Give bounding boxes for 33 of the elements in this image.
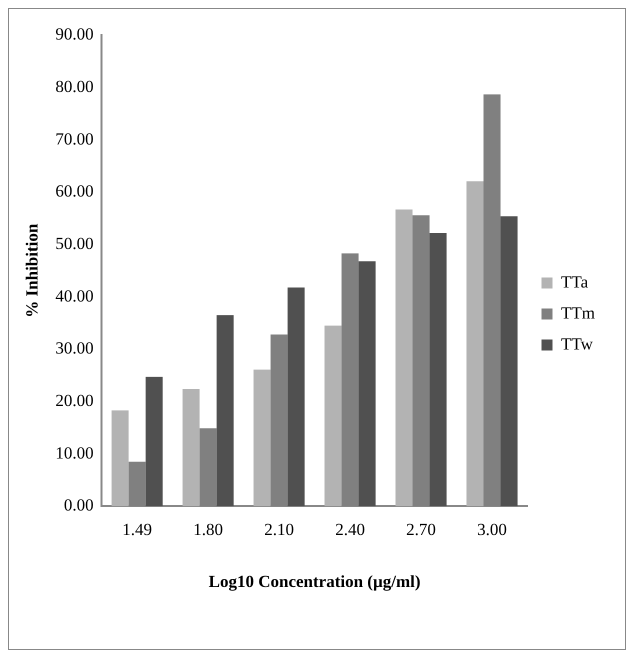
y-tick-label: 10.00 xyxy=(55,443,94,462)
y-tick-label: 20.00 xyxy=(55,391,94,410)
bar xyxy=(182,388,200,506)
bar xyxy=(146,376,163,506)
y-tick-label: 0.00 xyxy=(64,496,94,515)
bar xyxy=(324,326,342,506)
bar xyxy=(430,233,447,506)
y-axis-title: % Inhibition xyxy=(22,223,42,318)
legend-label: TTa xyxy=(561,272,589,292)
bar xyxy=(254,370,271,506)
bar xyxy=(500,216,518,506)
x-tick-label: 2.70 xyxy=(406,520,436,539)
y-tick-label: 70.00 xyxy=(55,129,94,148)
bar xyxy=(466,181,484,506)
y-tick-label: 90.00 xyxy=(55,24,94,44)
x-tick-label: 3.00 xyxy=(477,520,507,539)
bar xyxy=(358,261,376,506)
y-tick-label: 30.00 xyxy=(55,338,94,358)
y-tick-label: 40.00 xyxy=(55,286,94,306)
x-tick-label: 1.49 xyxy=(122,520,152,539)
y-tick-label: 50.00 xyxy=(55,234,94,253)
y-tick-label: 60.00 xyxy=(55,182,94,201)
bar xyxy=(216,315,234,506)
x-axis-title: Log10 Concentration (µg/ml) xyxy=(208,572,421,592)
x-tick-label: 2.10 xyxy=(264,520,294,539)
x-tick-label: 1.80 xyxy=(193,520,223,539)
bar xyxy=(288,287,305,506)
y-tick-label: 80.00 xyxy=(55,77,94,96)
x-tick-label: 2.40 xyxy=(335,520,365,539)
legend-label: TTm xyxy=(561,303,596,322)
bar xyxy=(395,209,413,506)
bar xyxy=(112,410,129,506)
legend-label: TTw xyxy=(561,334,594,354)
